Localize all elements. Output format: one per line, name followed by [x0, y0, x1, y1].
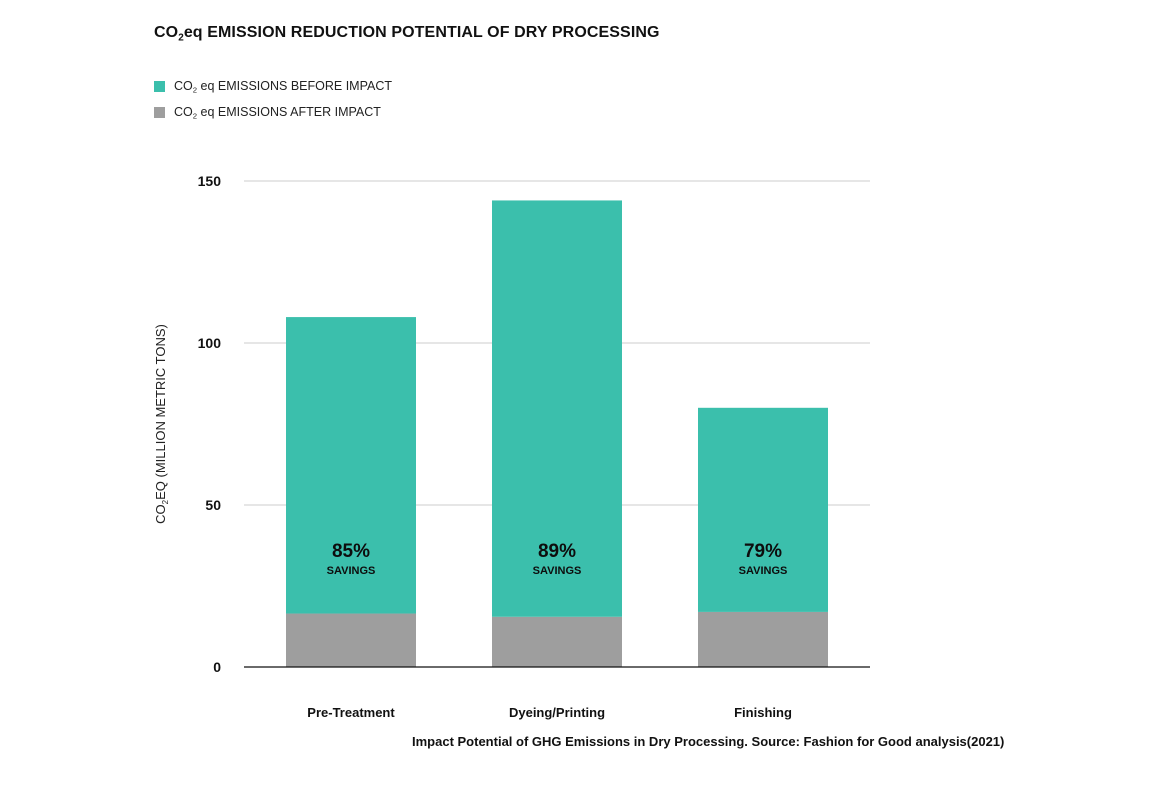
legend-item-before: CO2 eq EMISSIONS BEFORE IMPACT: [154, 79, 393, 95]
savings-percent-label: 85%: [332, 541, 370, 562]
y-tick-label: 0: [213, 659, 221, 675]
bar-after-impact: [698, 611, 828, 667]
bar-before-impact: [492, 200, 622, 617]
x-category-label: Pre-Treatment: [307, 705, 395, 720]
x-category-label: Dyeing/Printing: [509, 705, 605, 720]
y-tick-label: 100: [198, 335, 222, 351]
bar-before-impact: [698, 407, 828, 612]
y-tick-label: 50: [205, 497, 221, 513]
legend-swatch-after: [154, 106, 165, 118]
y-axis-label: CO2EQ (MILLION METRIC TONS): [153, 324, 170, 524]
x-category-label: Finishing: [734, 705, 792, 720]
legend-label-before: CO2 eq EMISSIONS BEFORE IMPACT: [174, 79, 393, 95]
legend-swatch-before: [154, 80, 165, 92]
savings-text-label: SAVINGS: [739, 565, 788, 577]
bar-before-impact: [286, 317, 416, 614]
legend-item-after: CO2 eq EMISSIONS AFTER IMPACT: [154, 105, 381, 121]
chart-title: CO2eq EMISSION REDUCTION POTENTIAL OF DR…: [154, 24, 660, 44]
savings-percent-label: 79%: [744, 541, 782, 562]
savings-text-label: SAVINGS: [327, 565, 376, 577]
chart-caption: Impact Potential of GHG Emissions in Dry…: [412, 734, 1005, 749]
legend-label-after: CO2 eq EMISSIONS AFTER IMPACT: [174, 105, 381, 121]
y-tick-label: 150: [198, 173, 222, 189]
savings-text-label: SAVINGS: [533, 565, 582, 577]
bar-after-impact: [492, 616, 622, 667]
savings-percent-label: 89%: [538, 541, 576, 562]
bar-after-impact: [286, 613, 416, 667]
